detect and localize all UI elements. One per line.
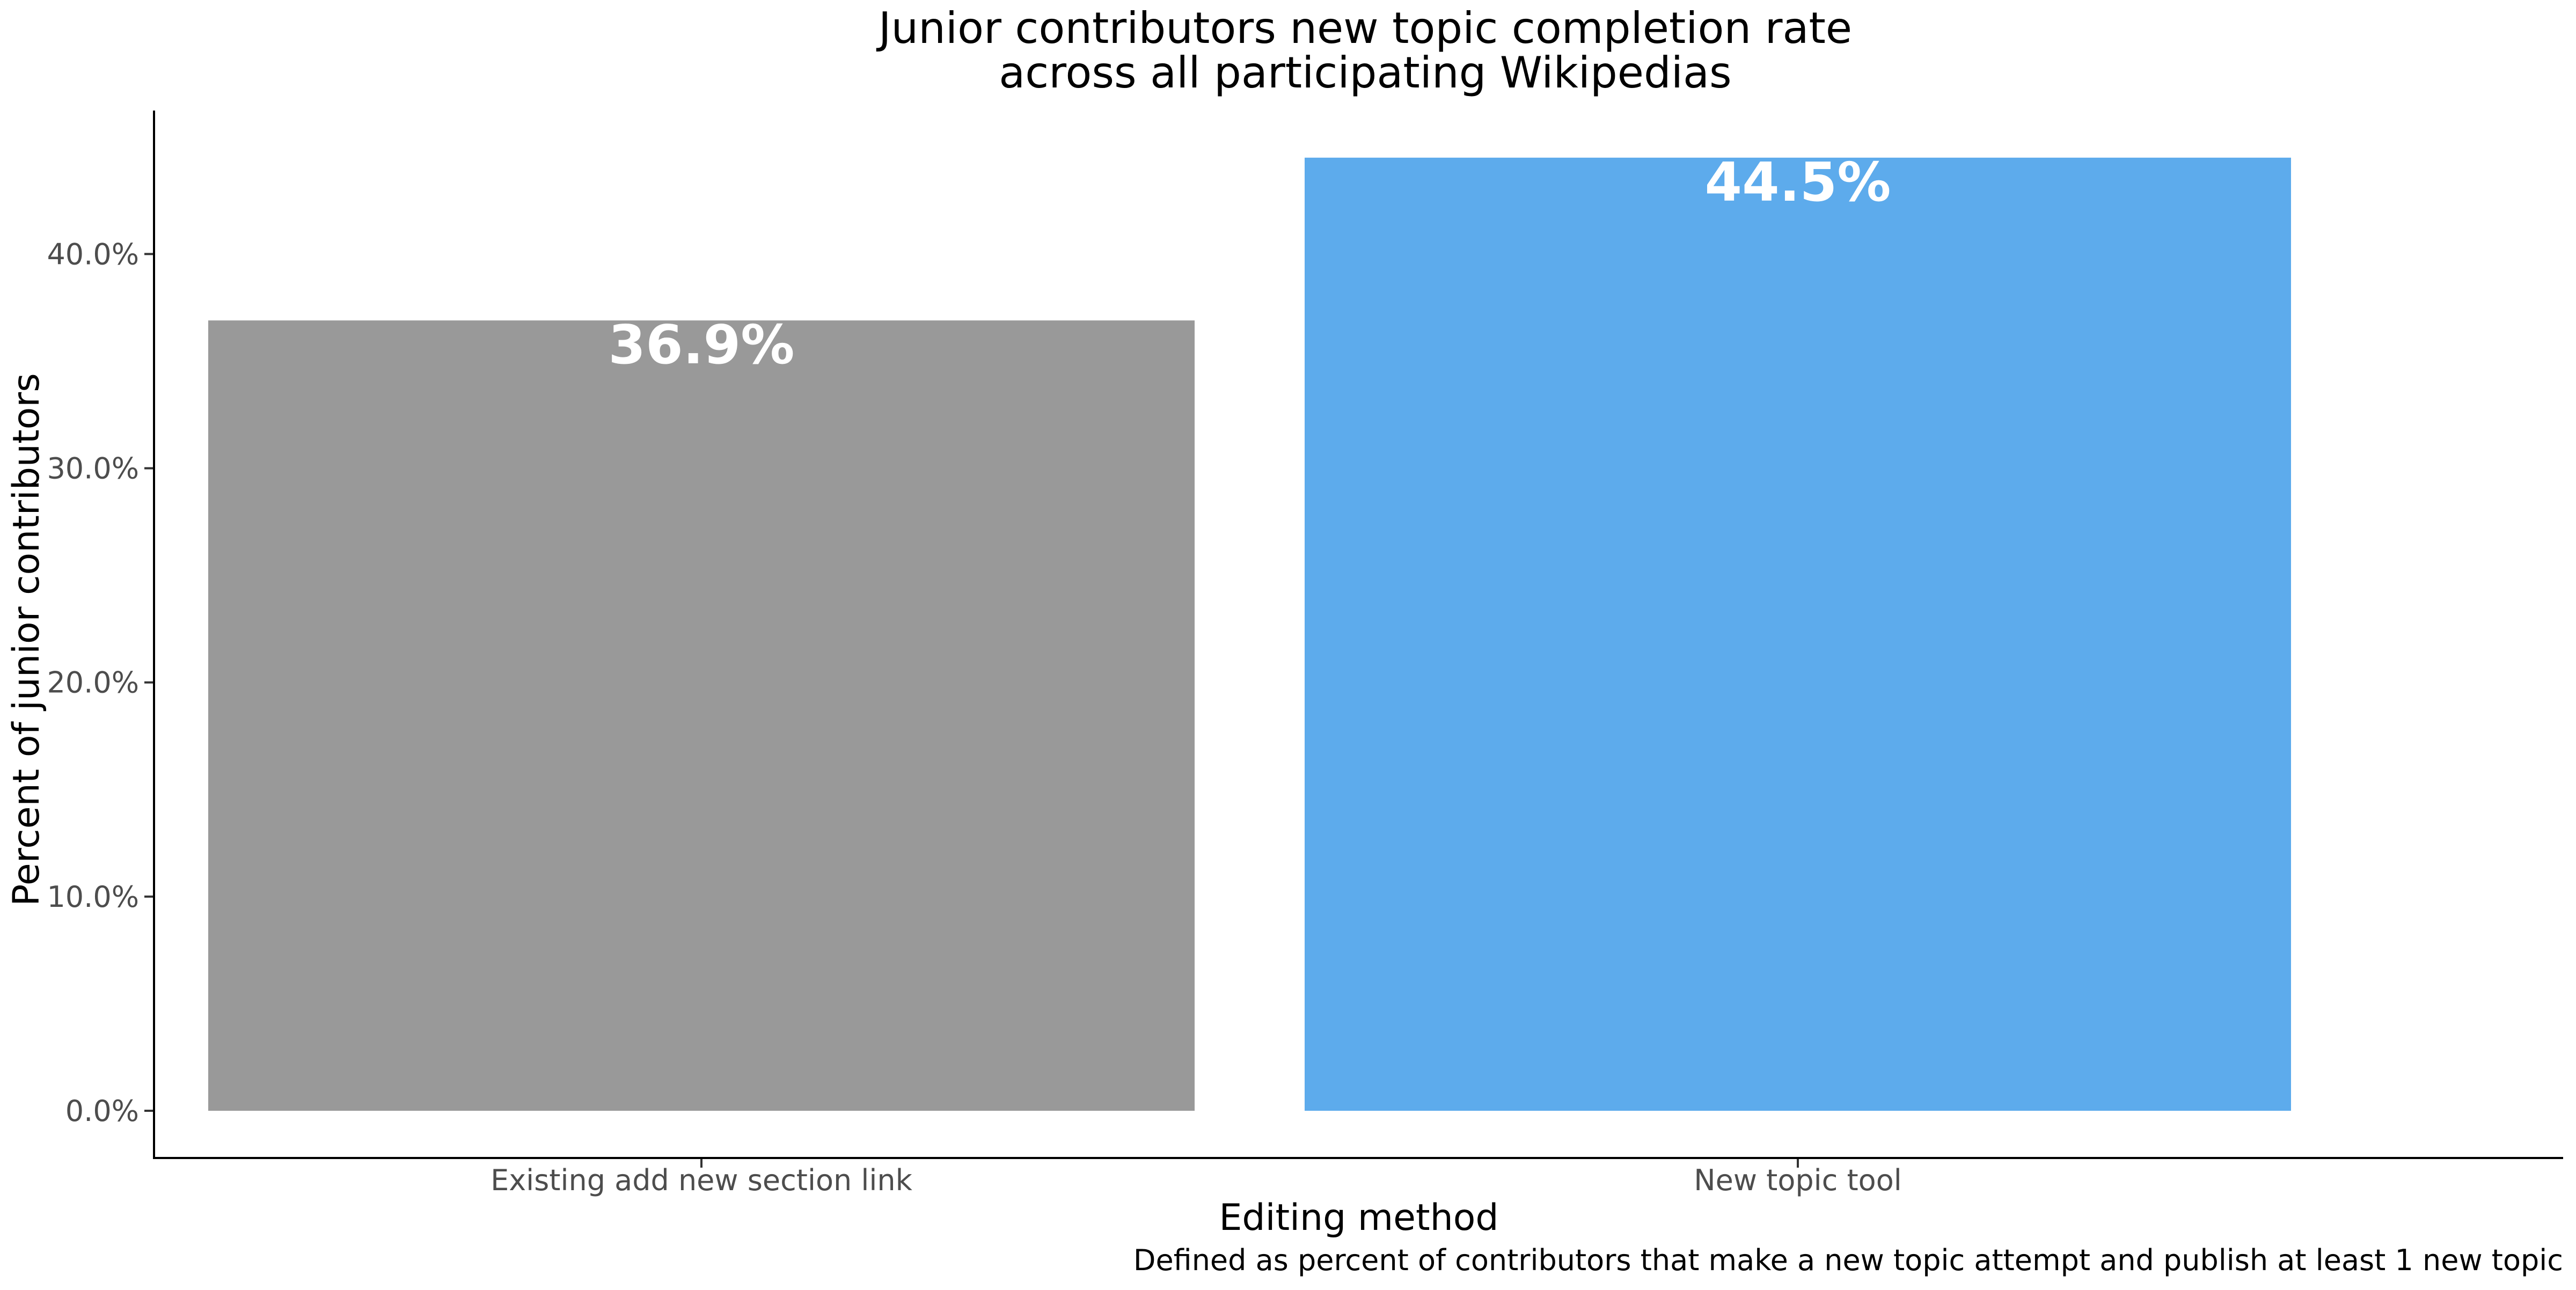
y-tick-label: 30.0% (47, 452, 139, 486)
y-tick-label: 20.0% (47, 666, 139, 700)
y-axis-title: Percent of junior contributors (5, 373, 48, 906)
y-tick-label: 40.0% (47, 237, 139, 271)
y-axis-ticks: 0.0% 10.0% 20.0% 30.0% 40.0% (47, 237, 154, 1128)
bars-group: 36.9% 44.5% (208, 151, 2291, 1111)
bar (1305, 157, 2291, 1111)
x-tick-label: Existing add new section link (491, 1163, 913, 1197)
chart-title-line-1: Junior contributors new topic completion… (876, 3, 1852, 53)
y-tick-label: 0.0% (65, 1094, 139, 1128)
y-tick-label: 10.0% (47, 880, 139, 914)
bar-data-label: 36.9% (609, 313, 795, 376)
bar-data-label: 44.5% (1705, 151, 1891, 214)
chart-title: Junior contributors new topic completion… (876, 3, 1852, 98)
x-axis-title: Editing method (1219, 1197, 1498, 1239)
chart-title-line-2: across all participating Wikipedias (999, 48, 1731, 98)
x-axis-ticks: Existing add new section link New topic t… (491, 1158, 1902, 1197)
x-tick-label: New topic tool (1694, 1163, 1902, 1197)
chart-caption: Defined as percent of contributors that … (1133, 1243, 2563, 1277)
bar (208, 320, 1195, 1111)
